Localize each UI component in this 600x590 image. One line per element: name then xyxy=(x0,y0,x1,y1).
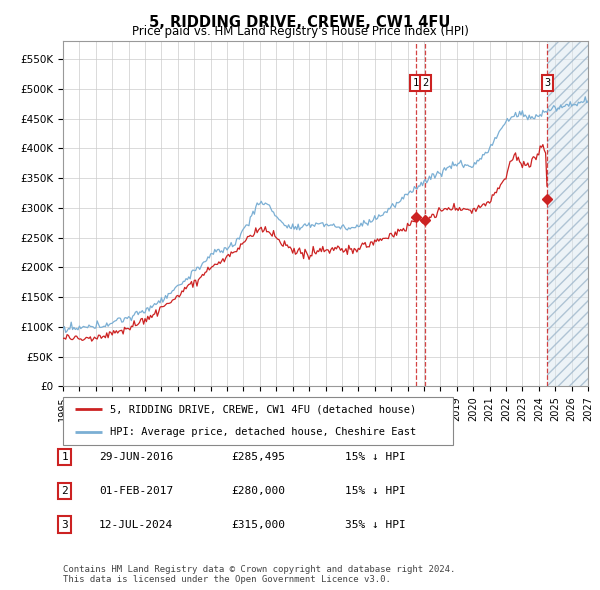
Text: 5, RIDDING DRIVE, CREWE, CW1 4FU (detached house): 5, RIDDING DRIVE, CREWE, CW1 4FU (detach… xyxy=(110,404,416,414)
Text: 1: 1 xyxy=(61,453,68,462)
Text: 5, RIDDING DRIVE, CREWE, CW1 4FU: 5, RIDDING DRIVE, CREWE, CW1 4FU xyxy=(149,15,451,30)
Text: £280,000: £280,000 xyxy=(231,486,285,496)
Text: 15% ↓ HPI: 15% ↓ HPI xyxy=(345,486,406,496)
Text: 29-JUN-2016: 29-JUN-2016 xyxy=(99,453,173,462)
Text: 35% ↓ HPI: 35% ↓ HPI xyxy=(345,520,406,529)
Text: 3: 3 xyxy=(544,78,551,88)
Text: 15% ↓ HPI: 15% ↓ HPI xyxy=(345,453,406,462)
Text: 2: 2 xyxy=(422,78,428,88)
Bar xyxy=(547,41,588,386)
Bar xyxy=(547,41,588,386)
Text: Contains HM Land Registry data © Crown copyright and database right 2024.
This d: Contains HM Land Registry data © Crown c… xyxy=(63,565,455,584)
Text: 2: 2 xyxy=(61,486,68,496)
Text: £315,000: £315,000 xyxy=(231,520,285,529)
Text: 12-JUL-2024: 12-JUL-2024 xyxy=(99,520,173,529)
Text: 1: 1 xyxy=(412,78,419,88)
Text: Price paid vs. HM Land Registry's House Price Index (HPI): Price paid vs. HM Land Registry's House … xyxy=(131,25,469,38)
Text: 01-FEB-2017: 01-FEB-2017 xyxy=(99,486,173,496)
Text: £285,495: £285,495 xyxy=(231,453,285,462)
Text: HPI: Average price, detached house, Cheshire East: HPI: Average price, detached house, Ches… xyxy=(110,427,416,437)
FancyBboxPatch shape xyxy=(63,397,453,445)
Text: 3: 3 xyxy=(61,520,68,529)
